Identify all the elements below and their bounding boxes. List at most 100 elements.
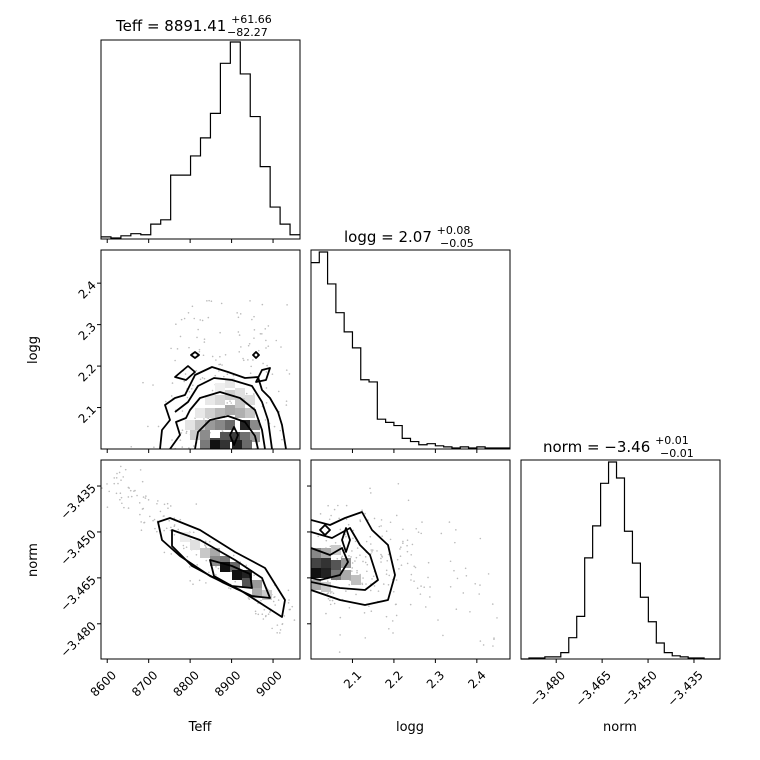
sample-point	[116, 472, 118, 475]
density-cell	[195, 408, 205, 418]
sample-point	[482, 644, 485, 646]
sample-point	[127, 486, 130, 489]
sample-point	[369, 492, 372, 494]
sample-point	[368, 605, 370, 608]
sample-point	[356, 571, 358, 574]
sample-point	[449, 585, 452, 588]
sample-point	[288, 373, 291, 375]
sample-point	[217, 567, 220, 570]
density-cell	[200, 430, 210, 440]
density-cell	[351, 575, 361, 585]
sample-point	[370, 610, 373, 613]
x-tick-label-norm: −3.465	[573, 668, 614, 709]
sample-point	[354, 540, 357, 543]
sample-point	[119, 498, 121, 501]
sample-point	[215, 566, 217, 568]
sample-point	[190, 388, 193, 390]
sample-point	[455, 608, 458, 610]
sample-point	[406, 562, 409, 565]
sample-point	[287, 589, 290, 592]
sample-point	[345, 518, 348, 521]
sample-point	[366, 563, 369, 566]
sample-point	[413, 580, 415, 582]
sample-point	[440, 532, 443, 535]
sample-point	[185, 546, 188, 548]
sample-point	[329, 603, 332, 606]
density-cell	[215, 408, 225, 418]
density-cell	[230, 432, 240, 442]
sample-point	[115, 477, 118, 479]
contour-mid2	[169, 391, 266, 449]
sample-point	[410, 579, 412, 581]
sample-point	[479, 537, 482, 540]
sample-point	[260, 599, 262, 602]
sample-point	[378, 525, 381, 528]
histogram-step-teff	[101, 41, 300, 239]
sample-point	[153, 518, 156, 521]
sample-point	[199, 378, 202, 381]
sample-point	[170, 395, 173, 397]
sample-point	[254, 612, 257, 615]
x-tick-label-norm: −3.435	[665, 668, 706, 709]
sample-point	[388, 627, 390, 630]
sample-point	[348, 583, 351, 586]
sample-point	[245, 392, 248, 395]
sample-point	[124, 468, 127, 471]
sample-point	[341, 555, 344, 558]
sample-point	[238, 351, 241, 353]
sample-point	[325, 539, 328, 542]
histogram-step-logg	[311, 251, 510, 449]
ylabel-norm: norm	[26, 543, 41, 577]
sample-point	[251, 318, 253, 321]
sample-point	[170, 553, 173, 555]
sample-point	[262, 618, 265, 620]
density-cell	[311, 580, 321, 590]
sample-point	[359, 520, 362, 523]
sample-point	[333, 508, 336, 511]
density-cell	[220, 432, 230, 442]
sample-point	[369, 589, 372, 592]
sample-point	[176, 348, 179, 350]
sample-point	[184, 373, 187, 375]
sample-point	[496, 617, 498, 619]
sample-point	[207, 316, 210, 319]
sample-point	[478, 593, 480, 595]
sample-point	[119, 465, 122, 468]
sample-point	[120, 496, 123, 499]
sample-point	[130, 445, 133, 448]
sample-point	[356, 569, 358, 572]
sample-point	[186, 396, 189, 399]
sample-point	[179, 335, 182, 338]
sample-point	[156, 502, 158, 505]
sample-point	[244, 456, 246, 458]
sample-point	[265, 614, 267, 617]
sample-point	[406, 544, 408, 547]
density-cell	[321, 582, 331, 592]
sample-point	[344, 533, 347, 536]
sample-point	[141, 480, 144, 483]
sample-point	[395, 579, 398, 581]
sample-point	[442, 634, 444, 637]
sample-point	[274, 604, 276, 606]
sample-point	[219, 331, 221, 334]
sample-point	[253, 315, 255, 318]
sample-point	[192, 531, 195, 534]
sample-point	[157, 500, 159, 502]
sample-point	[389, 521, 392, 524]
sample-point	[397, 482, 400, 485]
sample-point	[257, 613, 260, 616]
sample-point	[261, 613, 264, 616]
density-cell	[215, 420, 225, 430]
density-cell	[250, 420, 260, 430]
sample-point	[275, 339, 278, 342]
sample-point	[276, 624, 279, 626]
sample-point	[203, 418, 205, 420]
sample-point	[145, 495, 147, 497]
density-cell	[331, 545, 341, 555]
sample-point	[139, 469, 142, 471]
sample-point	[187, 311, 190, 314]
sample-point	[395, 614, 398, 617]
sample-point	[198, 350, 201, 353]
frame-norm-hist	[520, 459, 721, 660]
density-cell	[245, 408, 255, 418]
